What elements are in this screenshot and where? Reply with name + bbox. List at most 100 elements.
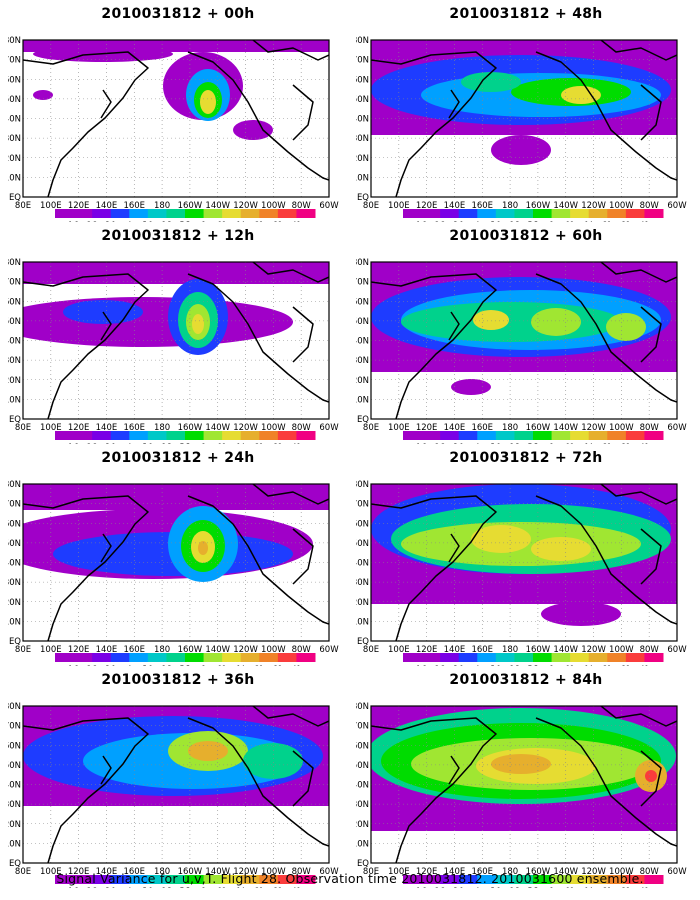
colorbar-swatch [222, 875, 242, 884]
colorbar-label: 1.8 [68, 886, 78, 888]
longitude-label: 160W [178, 867, 203, 877]
east-coast-coastline [640, 306, 662, 363]
longitude-label: 160W [526, 201, 551, 211]
longitude-label: 60W [319, 201, 339, 211]
colorbar-label: 21 [255, 442, 263, 444]
colorbar-swatch [166, 653, 186, 662]
longitude-label: 100W [609, 867, 634, 877]
longitude-label: 80W [292, 645, 312, 655]
latitude-label: 10N [356, 395, 369, 405]
colorbar-label: 14 [237, 886, 245, 888]
colorbar-label: 6.3 [509, 886, 519, 888]
latitude-label: 60N [8, 741, 21, 751]
colorbar-swatch [222, 209, 242, 218]
longitude-label: 60W [667, 423, 687, 433]
colorbar-label: 6.3 [509, 442, 519, 444]
colorbar-swatch [477, 653, 497, 662]
colorbar-swatch [240, 653, 260, 662]
asia-coastline [371, 273, 497, 419]
latitude-label: 80N [8, 36, 21, 46]
latitude-label: 10N [8, 173, 21, 183]
colorbar-label: 4 [475, 220, 479, 222]
longitude-label: 180 [154, 867, 170, 877]
longitude-label: 100W [609, 645, 634, 655]
longitude-label: 120W [581, 201, 606, 211]
latitude-label: 10N [356, 617, 369, 627]
colorbar-label: 1.8 [416, 664, 426, 666]
colorbar-label: 11 [566, 442, 574, 444]
colorbar-label: 9 [202, 442, 206, 444]
colorbar-swatch [458, 875, 478, 884]
latitude-label: 10N [356, 173, 369, 183]
colorbar-swatch [55, 431, 75, 440]
latitude-label: 20N [356, 154, 369, 164]
colorbar-swatch [166, 431, 186, 440]
latitude-label: 50N [356, 539, 369, 549]
colorbar-swatch [203, 875, 223, 884]
arctic-coastline [252, 706, 329, 727]
colorbar-swatch [514, 653, 534, 662]
longitude-label: 120W [233, 645, 258, 655]
longitude-label: 180 [502, 201, 518, 211]
colorbar-swatch [277, 875, 297, 884]
colorbar-swatch [403, 875, 423, 884]
colorbar-swatch [625, 875, 645, 884]
latitude-label: 60N [8, 297, 21, 307]
colorbar-label: 7.5 [180, 886, 190, 888]
latitude-label: 40N [356, 337, 369, 347]
colorbar-swatch [259, 431, 279, 440]
latitude-label: 20N [8, 820, 21, 830]
colorbar-swatch [440, 653, 460, 662]
latitude-label: 30N [356, 134, 369, 144]
latitude-label: 70N [8, 722, 21, 732]
panel-60h: 2010031812 + 60h 80N 70N 60N 50N 40N 30N 20N 10… [356, 222, 696, 444]
latitude-label: 60N [356, 75, 369, 85]
longitude-label: 100W [609, 201, 634, 211]
map-area [371, 262, 677, 419]
japan-coastline [448, 533, 460, 563]
longitude-label: 160W [526, 867, 551, 877]
japan-coastline [448, 311, 460, 341]
longitude-label: 100E [388, 201, 410, 211]
latitude-label: EQ [9, 193, 21, 203]
latitude-label: 80N [356, 36, 369, 46]
east-coast-coastline [640, 528, 662, 585]
north-america-coastline [535, 495, 677, 625]
longitude-label: 80W [640, 645, 660, 655]
colorbar-swatch [296, 209, 316, 218]
colorbar-label: 3.1 [454, 664, 464, 666]
colorbar-label: 29 [274, 886, 282, 888]
longitude-label: 100E [40, 423, 62, 433]
colorbar-swatch [495, 653, 515, 662]
colorbar-swatch [533, 431, 553, 440]
longitude-label: 100E [40, 645, 62, 655]
latitude-label: EQ [357, 637, 369, 647]
panel-title: 2010031812 + 60h [449, 228, 603, 244]
colorbar-swatch [588, 209, 608, 218]
colorbar-label: 2.2 [435, 886, 445, 888]
colorbar-swatch [73, 209, 93, 218]
longitude-label: 80E [363, 867, 379, 877]
longitude-label: 140E [96, 867, 118, 877]
colorbar-label: 9 [550, 886, 554, 888]
colorbar-label: 2.2 [87, 442, 97, 444]
longitude-label: 80W [640, 201, 660, 211]
colorbar-label: 29 [274, 664, 282, 666]
latitude-label: 30N [8, 800, 21, 810]
colorbar-swatch [625, 653, 645, 662]
latitude-label: 70N [356, 500, 369, 510]
colorbar-swatch [92, 875, 112, 884]
colorbar-label: 9 [202, 886, 206, 888]
colorbar-swatch [458, 209, 478, 218]
colorbar-swatch [240, 875, 260, 884]
colorbar-label: 29 [622, 664, 630, 666]
colorbar-label: 6.3 [161, 664, 171, 666]
latitude-label: 20N [356, 820, 369, 830]
longitude-label: 100W [609, 423, 634, 433]
latitude-label: 70N [356, 722, 369, 732]
colorbar-label: 21 [255, 220, 263, 222]
colorbar-label: 7.5 [528, 442, 538, 444]
